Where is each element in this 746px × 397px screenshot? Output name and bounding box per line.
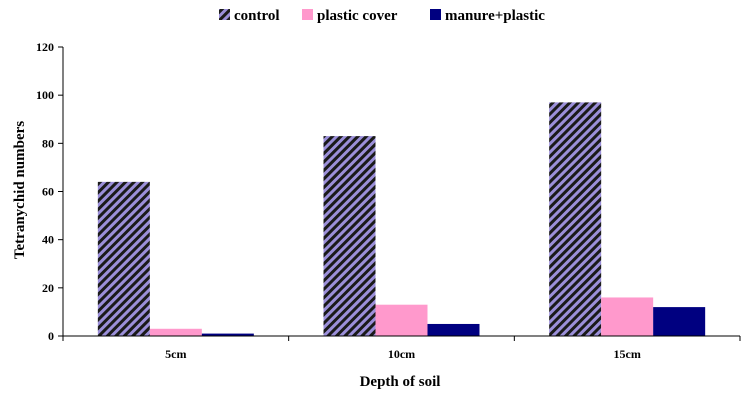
x-category-label: 15cm xyxy=(614,347,641,361)
chart-legend: control plastic cover manure+plastic xyxy=(219,8,545,24)
x-category-label: 10cm xyxy=(388,347,415,361)
chart-bars xyxy=(97,102,706,337)
y-tick-label: 0 xyxy=(48,329,54,343)
bar-plastic-cover-15cm xyxy=(601,297,654,336)
y-tick-label: 120 xyxy=(36,40,54,54)
bar-plastic-cover-10cm xyxy=(375,304,428,336)
legend-label-manure-plastic: manure+plastic xyxy=(445,8,545,24)
x-category-label: 5cm xyxy=(165,347,186,361)
bar-control-5cm xyxy=(97,181,150,336)
y-tick-label: 80 xyxy=(42,136,54,150)
legend-swatch-control xyxy=(219,9,230,20)
y-axis-ticks: 0 20 40 60 80 100 120 xyxy=(36,40,63,343)
y-tick-label: 20 xyxy=(42,281,54,295)
bar-manure-plastic-15cm xyxy=(653,307,706,336)
x-axis-ticks: 5cm 10cm 15cm xyxy=(62,336,741,361)
bar-plastic-cover-5cm xyxy=(149,328,202,336)
y-tick-label: 60 xyxy=(42,185,54,199)
y-tick-label: 40 xyxy=(42,233,54,247)
legend-swatch-manure-plastic xyxy=(430,9,441,20)
bar-control-10cm xyxy=(323,136,376,336)
legend-label-plastic-cover: plastic cover xyxy=(317,8,398,24)
x-axis-title: Depth of soil xyxy=(360,374,441,390)
bar-manure-plastic-5cm xyxy=(201,333,254,336)
legend-label-control: control xyxy=(234,8,280,24)
bar-manure-plastic-10cm xyxy=(427,323,480,336)
legend-swatch-plastic-cover xyxy=(302,9,313,20)
y-tick-label: 100 xyxy=(36,88,54,102)
y-axis-title: Tetranychid numbers xyxy=(12,121,28,259)
bar-control-15cm xyxy=(549,102,602,337)
